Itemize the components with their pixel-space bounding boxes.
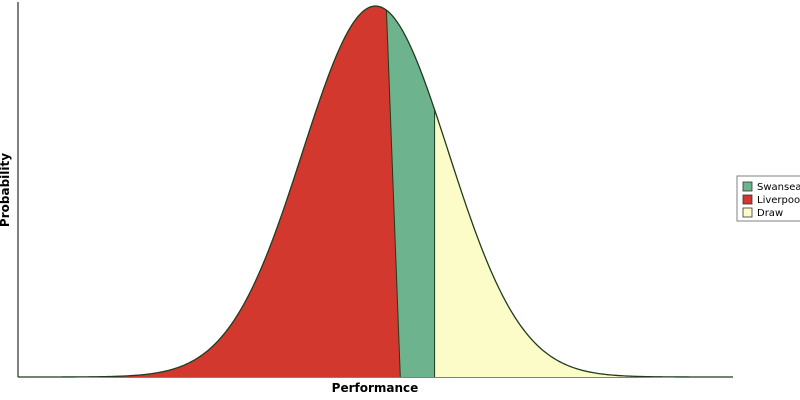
legend-item-draw: Draw xyxy=(742,207,783,219)
distribution-curve xyxy=(18,5,733,378)
boundary-liverpool-swansea xyxy=(385,10,401,378)
legend-item-swansea: Swansea xyxy=(742,181,800,193)
legend-swatch-swansea xyxy=(742,181,753,192)
legend-swatch-draw xyxy=(742,207,753,218)
series-swansea-area xyxy=(386,10,435,378)
x-axis-title: Performance xyxy=(332,381,419,395)
legend-label-draw: Draw xyxy=(757,208,783,219)
y-axis-title: Probability xyxy=(0,153,12,227)
legend-label-liverpool: Liverpool xyxy=(757,195,800,206)
legend-swatch-liverpool xyxy=(742,194,753,205)
legend: Swansea Liverpool Draw xyxy=(736,175,800,222)
series-liverpool-area xyxy=(18,6,401,377)
legend-item-liverpool: Liverpool xyxy=(742,194,800,206)
plot-area xyxy=(17,2,733,378)
legend-label-swansea: Swansea xyxy=(757,182,800,193)
series-draw-area xyxy=(434,109,733,377)
